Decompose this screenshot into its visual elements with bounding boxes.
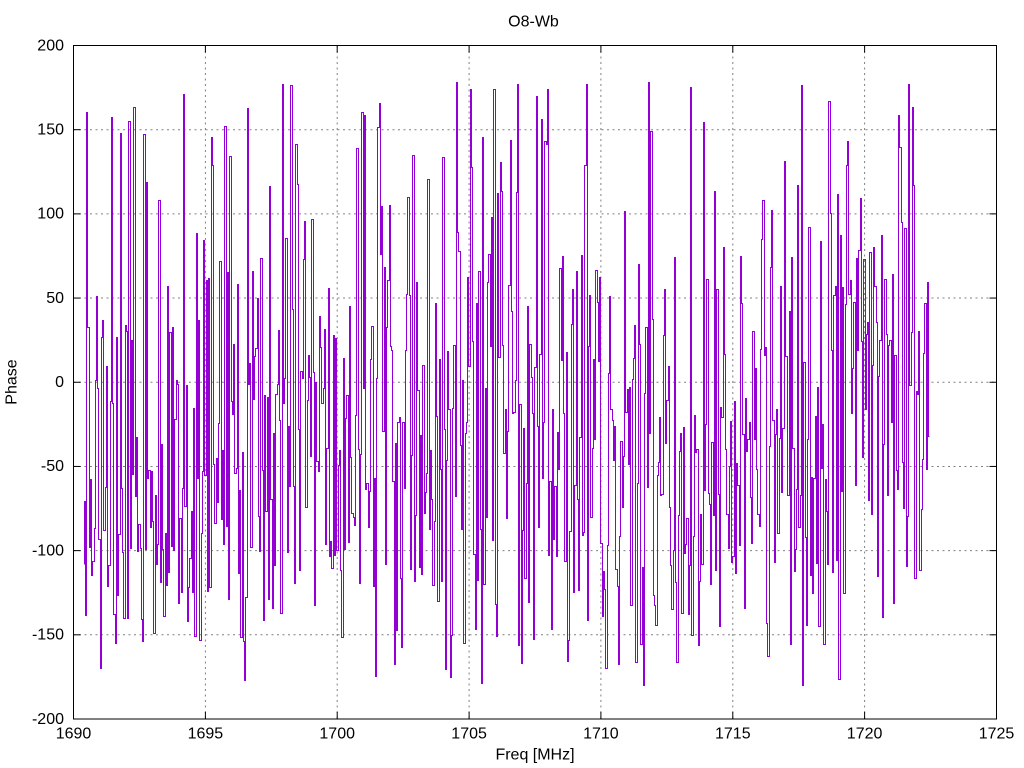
svg-text:1690: 1690 — [56, 726, 92, 743]
svg-text:50: 50 — [46, 290, 64, 307]
svg-text:-200: -200 — [32, 711, 64, 728]
svg-text:0: 0 — [55, 374, 64, 391]
svg-text:200: 200 — [37, 37, 64, 54]
svg-text:1715: 1715 — [715, 726, 751, 743]
svg-text:Phase: Phase — [4, 359, 21, 404]
svg-text:1710: 1710 — [583, 726, 619, 743]
svg-text:-50: -50 — [41, 458, 64, 475]
svg-text:-100: -100 — [32, 542, 64, 559]
svg-text:-150: -150 — [32, 627, 64, 644]
svg-text:O8-Wb: O8-Wb — [508, 14, 559, 31]
svg-text:150: 150 — [37, 122, 64, 139]
svg-text:1700: 1700 — [319, 726, 355, 743]
svg-text:1705: 1705 — [451, 726, 487, 743]
svg-text:1725: 1725 — [979, 726, 1015, 743]
svg-text:1695: 1695 — [188, 726, 224, 743]
svg-text:100: 100 — [37, 206, 64, 223]
svg-text:Freq [MHz]: Freq [MHz] — [495, 747, 574, 764]
svg-text:1720: 1720 — [847, 726, 883, 743]
